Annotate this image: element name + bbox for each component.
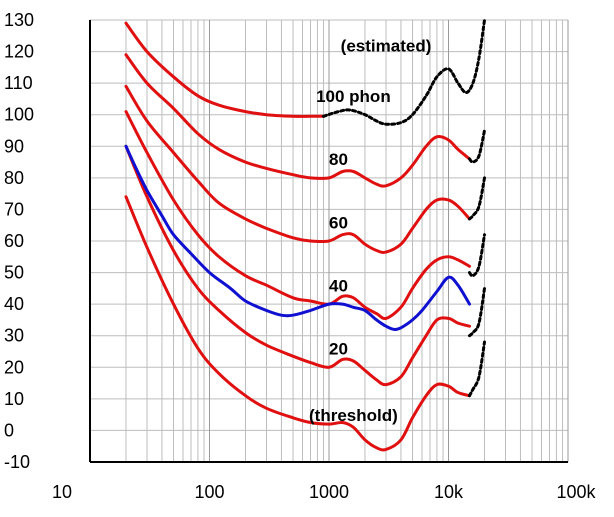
annotation-label: 100 phon — [316, 87, 391, 106]
x-tick-label: 100 — [194, 482, 224, 502]
x-tick-label: 10 — [52, 482, 72, 502]
y-tick-label: 120 — [4, 42, 34, 62]
series-line-dotted-50 — [468, 233, 486, 278]
x-tick-label: 100k — [556, 482, 596, 502]
series-line-blue-curve — [124, 144, 471, 332]
series-line-threshold — [124, 195, 471, 452]
grid-layer — [89, 19, 569, 463]
series-line-phon-20 — [124, 144, 471, 387]
annotation-label: 40 — [329, 277, 348, 296]
y-tick-label: 10 — [4, 389, 24, 409]
annotation-label: 60 — [329, 213, 348, 232]
annotation-label: (estimated) — [341, 37, 432, 56]
y-tick-label: 110 — [4, 73, 33, 93]
series-line-dotted-20 — [468, 340, 486, 398]
series-line-phon-60 — [124, 84, 471, 254]
y-tick-label: 130 — [4, 10, 34, 30]
annotation-label: (threshold) — [309, 406, 398, 425]
y-tick-label: 40 — [4, 294, 24, 314]
series-line-dotted-40 — [468, 286, 486, 338]
y-tick-label: -10 — [4, 452, 30, 472]
y-tick-label: 0 — [4, 420, 14, 440]
series-line-phon-80 — [124, 53, 471, 188]
series-line-dotted-80 — [468, 129, 486, 164]
y-tick-label: 80 — [4, 168, 24, 188]
annotation-label: 20 — [329, 340, 348, 359]
series-line-phon-100-estimated — [322, 18, 486, 126]
y-tick-label: 60 — [4, 231, 24, 251]
x-tick-label: 1000 — [309, 482, 349, 502]
annotation-label: 80 — [329, 150, 348, 169]
label-layer: (estimated) 100 phon 80 60 40 20 (threshold) — [309, 37, 431, 425]
y-tick-label: 90 — [4, 136, 24, 156]
y-tick-label: 30 — [4, 326, 24, 346]
series-layer — [124, 18, 486, 452]
series-line-phon-100 — [124, 21, 325, 118]
y-tick-label: 20 — [4, 357, 24, 377]
series-line-phon-40 — [124, 110, 471, 321]
series-line-dotted-60 — [468, 176, 486, 221]
y-tick-label: 100 — [4, 105, 34, 125]
x-tick-label: 10k — [434, 482, 464, 502]
y-tick-label: 50 — [4, 263, 24, 283]
y-tick-label: 70 — [4, 199, 24, 219]
